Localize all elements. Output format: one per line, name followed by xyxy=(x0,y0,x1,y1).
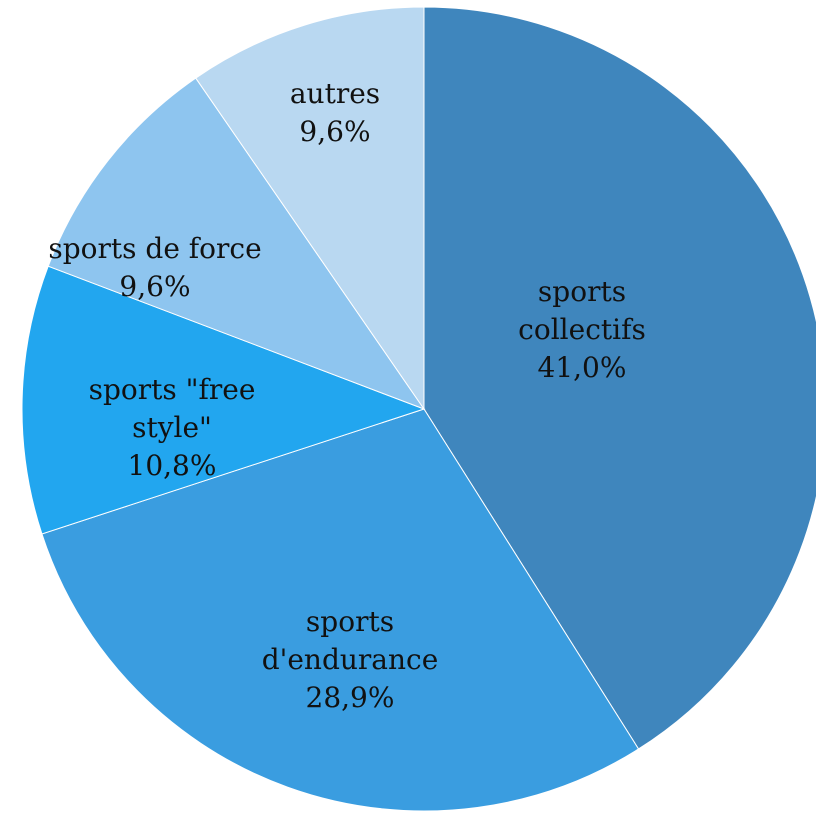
category-label: sports collectifs xyxy=(518,275,646,346)
slice-label: autres 9,6% xyxy=(235,75,435,151)
slice-label: sports d'endurance 28,9% xyxy=(215,603,485,717)
slice-label: sports de force 9,6% xyxy=(0,230,315,306)
pie-slice xyxy=(21,265,426,535)
value-label: 9,6% xyxy=(299,115,371,148)
slice-label: sports "free style" 10,8% xyxy=(57,371,287,485)
pie-slice xyxy=(47,77,426,411)
pie-slice xyxy=(195,6,425,411)
category-label: sports de force xyxy=(48,232,262,265)
category-label: sports "free style" xyxy=(88,373,256,444)
category-label: sports d'endurance xyxy=(261,605,439,676)
slice-label: sports collectifs 41,0% xyxy=(482,273,682,387)
value-label: 28,9% xyxy=(305,681,395,714)
value-label: 41,0% xyxy=(537,351,627,384)
value-label: 9,6% xyxy=(119,270,191,303)
pie-slice xyxy=(41,408,640,812)
value-label: 10,8% xyxy=(127,449,217,482)
category-label: autres xyxy=(289,77,381,110)
